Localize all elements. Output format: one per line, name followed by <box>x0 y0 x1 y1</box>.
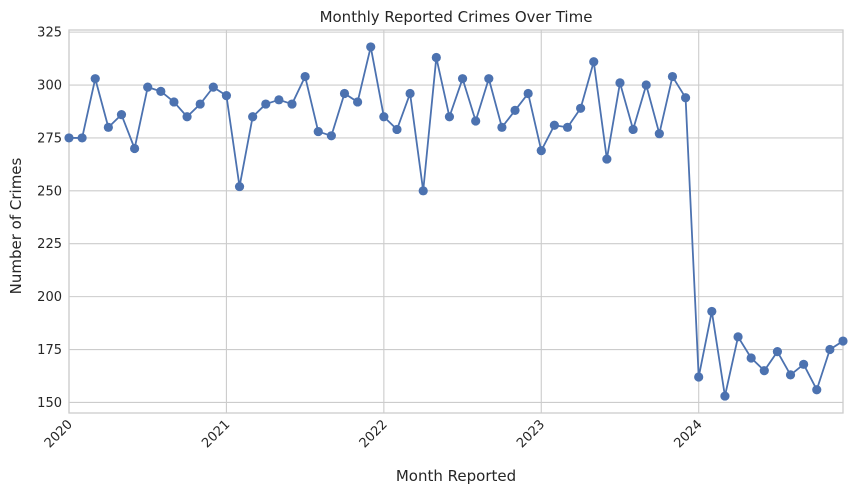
data-point <box>694 372 704 382</box>
data-point <box>90 74 100 84</box>
data-point <box>536 146 546 156</box>
data-point <box>615 78 625 88</box>
data-point <box>667 71 678 82</box>
data-point <box>707 306 717 317</box>
x-tick-label: 2024 <box>672 417 706 451</box>
data-point <box>484 74 494 84</box>
series-polyline <box>69 46 844 397</box>
data-point <box>838 336 848 346</box>
y-tick-label: 325 <box>37 26 62 41</box>
data-point <box>641 80 651 90</box>
data-point <box>379 112 389 122</box>
data-point <box>261 99 271 109</box>
tick-labels: 150 175 200 225 250 275 300 325 2020 2021 2022 2023… <box>37 26 705 452</box>
data-point <box>326 131 336 141</box>
data-point <box>431 52 441 63</box>
data-point <box>444 112 455 122</box>
data-point <box>77 133 87 143</box>
data-point <box>274 95 284 105</box>
data-point <box>562 122 573 132</box>
y-tick-label: 200 <box>37 290 62 305</box>
y-tick-label: 225 <box>37 237 62 252</box>
data-point <box>510 105 520 116</box>
x-tick-label: 2022 <box>357 417 391 451</box>
plot-frame <box>68 29 844 414</box>
data-point <box>523 88 533 99</box>
data-point <box>103 122 113 132</box>
data-point <box>576 103 586 113</box>
data-point <box>405 88 415 99</box>
data-point <box>746 353 756 363</box>
data-point <box>129 143 140 154</box>
data-point <box>116 110 127 120</box>
data-point <box>366 42 376 52</box>
data-point <box>497 122 507 132</box>
data-point <box>300 71 310 82</box>
data-point <box>182 112 192 122</box>
data-point <box>418 186 428 196</box>
y-tick-label: 175 <box>37 343 62 358</box>
data-point <box>339 88 350 99</box>
y-tick-label: 250 <box>37 184 62 199</box>
y-tick-label: 275 <box>37 131 62 146</box>
y-tick-label: 300 <box>37 79 62 94</box>
data-point <box>602 154 612 164</box>
x-tick-label: 2021 <box>199 417 233 451</box>
chart-title: Monthly Reported Crimes Over Time <box>320 8 593 26</box>
data-point <box>759 366 769 376</box>
data-point <box>772 347 783 357</box>
x-tick-label: 2020 <box>42 417 76 451</box>
grid-lines <box>68 30 843 413</box>
data-point <box>799 359 809 369</box>
axes <box>68 29 844 414</box>
series-points <box>64 42 848 401</box>
data-point <box>654 129 664 139</box>
data-point <box>457 74 468 84</box>
data-point <box>549 120 559 130</box>
data-point <box>628 124 638 135</box>
y-tick-label: 150 <box>37 396 62 411</box>
data-point <box>825 344 835 355</box>
data-point <box>680 93 691 103</box>
data-point <box>143 82 153 92</box>
x-axis-title: Month Reported <box>396 467 516 485</box>
x-tick-label: 2023 <box>514 417 548 451</box>
data-point <box>208 82 218 92</box>
data-point <box>248 112 258 122</box>
y-axis-title: Number of Crimes <box>7 157 25 294</box>
data-point <box>221 90 232 101</box>
data-point <box>195 99 205 109</box>
data-point <box>785 370 796 380</box>
data-point <box>589 57 599 67</box>
data-point <box>64 133 74 143</box>
data-point <box>156 86 166 96</box>
data-point <box>733 332 743 342</box>
data-point <box>720 391 730 401</box>
series-line <box>69 46 844 397</box>
data-point <box>471 116 481 126</box>
data-point <box>313 126 323 137</box>
data-point <box>812 385 822 395</box>
data-point <box>392 124 402 135</box>
data-point <box>353 97 363 107</box>
data-point <box>234 181 245 192</box>
data-point <box>169 97 179 107</box>
data-point <box>287 99 297 109</box>
